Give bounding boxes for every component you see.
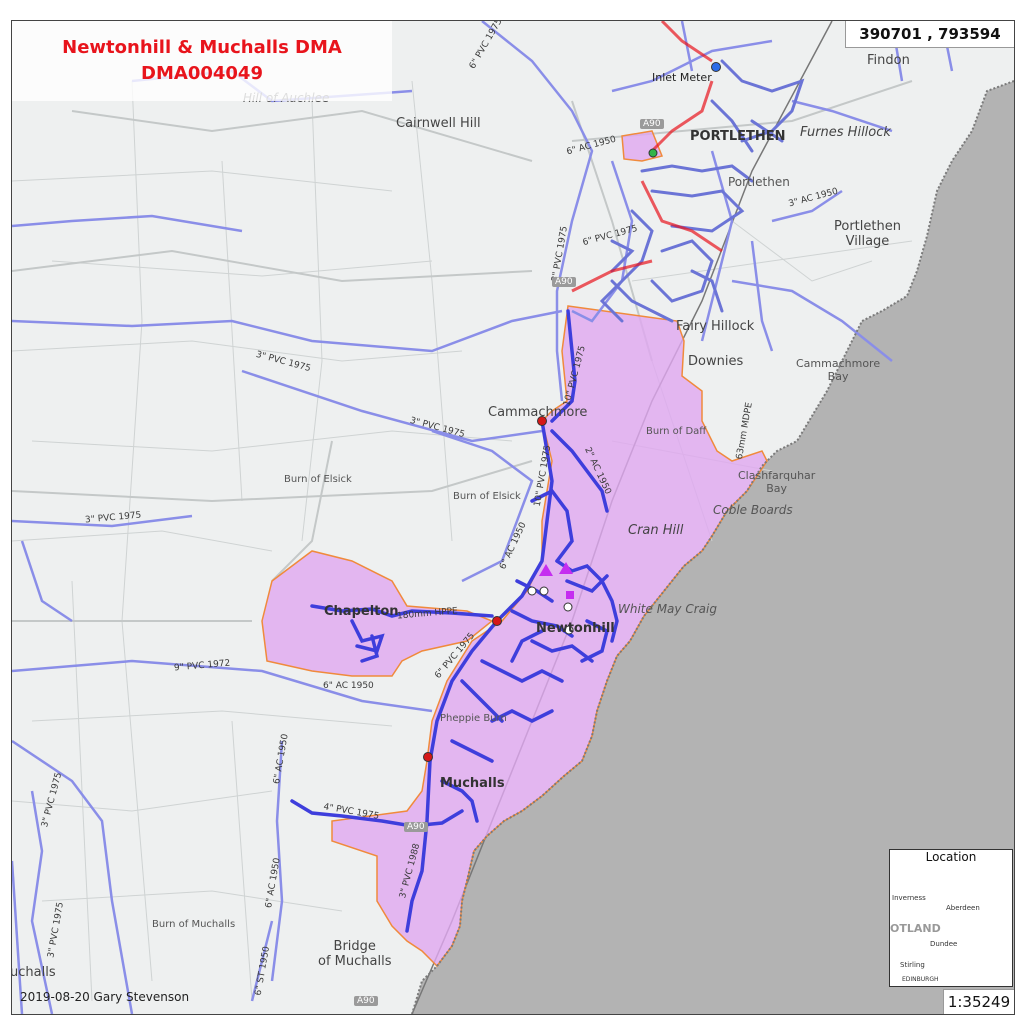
label-pheppie-burn: Pheppie Burn xyxy=(440,713,507,724)
map-canvas[interactable] xyxy=(12,21,1014,1014)
road-label-a90-3: A90 xyxy=(404,822,428,832)
road-label-a90-2: A90 xyxy=(552,277,576,287)
sea-area xyxy=(412,81,1014,1014)
location-inset[interactable]: Location Inverness Aberdeen OTLAND Dunde… xyxy=(889,849,1013,987)
inset-label-aberdeen: Aberdeen xyxy=(946,904,980,912)
pipe-label-14: 6" AC 1950 xyxy=(323,681,374,691)
label-muchalls: Muchalls xyxy=(440,776,505,791)
hydrant-marker-4[interactable] xyxy=(564,625,574,635)
field-boundaries xyxy=(12,80,913,1002)
label-bridge-of-muchalls: Bridge of Muchalls xyxy=(318,939,392,969)
label-cammachmore-bay: Cammachmore Bay xyxy=(796,357,881,383)
portlethen-network xyxy=(599,59,805,323)
credit-text: 2019-08-20 Gary Stevenson xyxy=(20,990,190,1004)
coordinate-readout: 390701 , 793594 xyxy=(845,21,1014,48)
dma-main-network xyxy=(290,309,619,933)
label-furnes-hillock: Furnes Hillock xyxy=(800,125,891,140)
hydrant-marker-3[interactable] xyxy=(563,602,573,612)
map-title-panel: Newtonhill & Muchalls DMA DMA004049 xyxy=(12,21,392,101)
inset-label-scotland: OTLAND xyxy=(890,922,941,935)
label-portlethen: PORTLETHEN xyxy=(690,129,786,144)
label-newtonhill: Newtonhill xyxy=(536,621,615,636)
label-findon: Findon xyxy=(867,53,910,68)
hydrant-marker-2[interactable] xyxy=(539,586,549,596)
hydrant-marker-1[interactable] xyxy=(527,586,537,596)
label-portlethen-village: Portlethen Village xyxy=(834,219,901,249)
map-frame[interactable]: Hill of Auchlee Findon Inlet Meter PORTL… xyxy=(11,20,1015,1015)
label-coble-boards: Coble Boards xyxy=(713,503,793,517)
scale-readout: 1:35249 xyxy=(943,989,1014,1014)
label-clashfarquhar-bay: Clashfarquhar Bay xyxy=(738,469,816,495)
dma-zone-main xyxy=(331,305,768,968)
map-subtitle-dma-id: DMA004049 xyxy=(141,63,263,84)
meter-marker-green[interactable] xyxy=(648,148,658,158)
road-label-a90-1: A90 xyxy=(640,119,664,129)
label-downies: Downies xyxy=(688,354,744,369)
trunk-main-red xyxy=(571,21,723,293)
pump-marker-2[interactable] xyxy=(559,562,573,574)
inset-label-stirling: Stirling xyxy=(900,961,925,969)
inlet-meter-marker[interactable] xyxy=(711,62,721,72)
inset-label-edinburgh: EDINBURGH xyxy=(902,976,939,983)
map-title: Newtonhill & Muchalls DMA xyxy=(62,37,342,58)
label-muchalls-edge: uchalls xyxy=(11,965,56,980)
other-water-mains xyxy=(12,21,954,1014)
valve-marker-cammachmore[interactable] xyxy=(537,416,547,426)
minor-roads xyxy=(12,80,913,622)
label-fairy-hillock: Fairy Hillock xyxy=(676,319,755,334)
label-portlethen-station: Portlethen xyxy=(728,175,790,189)
label-chapelton: Chapelton xyxy=(324,604,399,619)
label-cran-hill: Cran Hill xyxy=(628,523,684,538)
label-burn-of-elsick-1: Burn of Elsick xyxy=(284,474,352,485)
inset-label-dundee: Dundee xyxy=(930,940,958,948)
valve-marker-chapelton[interactable] xyxy=(492,616,502,626)
label-cairnwell-hill: Cairnwell Hill xyxy=(396,116,481,131)
pump-marker-3[interactable] xyxy=(566,591,574,599)
inset-label-inverness: Inverness xyxy=(892,894,926,902)
label-burn-of-muchalls: Burn of Muchalls xyxy=(152,919,236,930)
label-white-may-craig: White May Craig xyxy=(618,602,717,616)
label-cammachmore: Cammachmore xyxy=(488,405,588,420)
label-burn-of-elsick-2: Burn of Elsick xyxy=(453,491,521,502)
pump-marker-1[interactable] xyxy=(539,564,553,576)
label-inlet-meter: Inlet Meter xyxy=(652,71,712,84)
inset-title: Location xyxy=(925,850,977,864)
road-label-a90-4: A90 xyxy=(354,996,378,1006)
label-burn-of-daff: Burn of Daff xyxy=(646,426,707,437)
valve-marker-muchalls[interactable] xyxy=(423,752,433,762)
dma-zone-chapelton xyxy=(261,550,494,677)
coastline xyxy=(411,80,1014,1014)
